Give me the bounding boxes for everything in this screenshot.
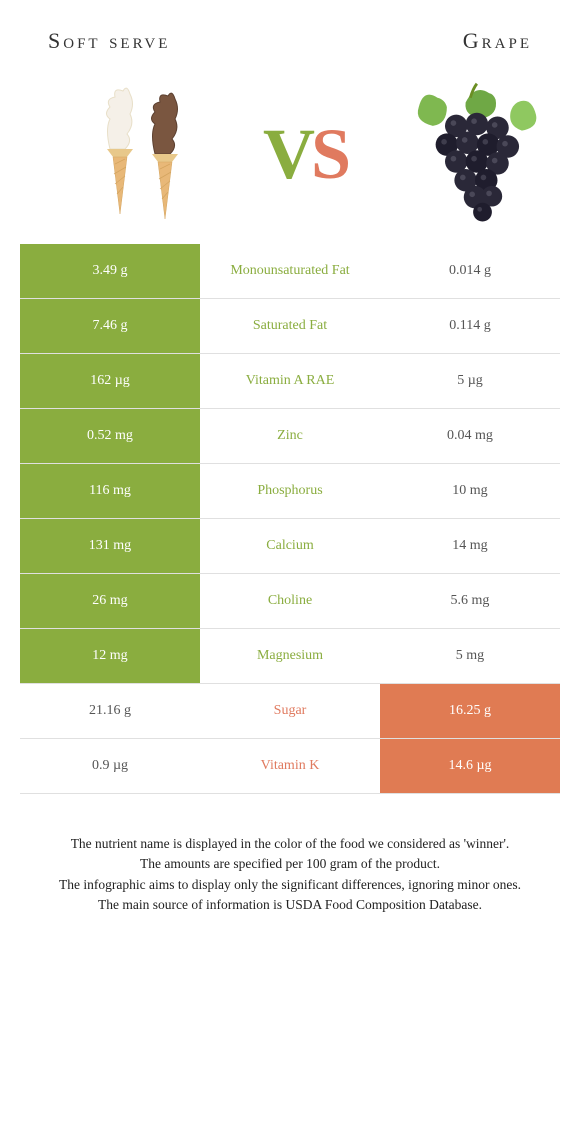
value-right: 5 µg: [380, 354, 560, 408]
footer-line: The amounts are specified per 100 gram o…: [30, 854, 550, 874]
vs-label: VS: [263, 113, 347, 196]
table-row: 21.16 gSugar16.25 g: [20, 684, 560, 739]
value-left: 21.16 g: [20, 684, 200, 738]
value-right: 0.114 g: [380, 299, 560, 353]
value-right: 5.6 mg: [380, 574, 560, 628]
nutrient-name: Saturated Fat: [200, 299, 380, 353]
value-right: 10 mg: [380, 464, 560, 518]
value-left: 12 mg: [20, 629, 200, 683]
footer-notes: The nutrient name is displayed in the co…: [0, 794, 580, 915]
value-left: 162 µg: [20, 354, 200, 408]
nutrient-name: Vitamin K: [200, 739, 380, 793]
value-left: 7.46 g: [20, 299, 200, 353]
title-right: Grape: [463, 28, 532, 54]
table-row: 162 µgVitamin A RAE5 µg: [20, 354, 560, 409]
nutrient-name: Sugar: [200, 684, 380, 738]
vs-s: S: [311, 114, 347, 194]
value-right: 14.6 µg: [380, 739, 560, 793]
table-row: 131 mgCalcium14 mg: [20, 519, 560, 574]
header: Soft serve Grape: [0, 0, 580, 64]
value-right: 0.014 g: [380, 244, 560, 298]
nutrient-name: Calcium: [200, 519, 380, 573]
value-left: 131 mg: [20, 519, 200, 573]
nutrient-name: Phosphorus: [200, 464, 380, 518]
table-row: 116 mgPhosphorus10 mg: [20, 464, 560, 519]
table-row: 0.52 mgZinc0.04 mg: [20, 409, 560, 464]
value-right: 16.25 g: [380, 684, 560, 738]
table-row: 12 mgMagnesium5 mg: [20, 629, 560, 684]
table-row: 26 mgCholine5.6 mg: [20, 574, 560, 629]
vs-v: V: [263, 114, 311, 194]
footer-line: The nutrient name is displayed in the co…: [30, 834, 550, 854]
value-left: 116 mg: [20, 464, 200, 518]
title-left: Soft serve: [48, 28, 170, 54]
grape-icon: [400, 79, 550, 229]
value-left: 0.52 mg: [20, 409, 200, 463]
table-row: 0.9 µgVitamin K14.6 µg: [20, 739, 560, 794]
value-left: 3.49 g: [20, 244, 200, 298]
value-left: 0.9 µg: [20, 739, 200, 793]
table-row: 7.46 gSaturated Fat0.114 g: [20, 299, 560, 354]
nutrient-name: Choline: [200, 574, 380, 628]
value-right: 5 mg: [380, 629, 560, 683]
table-row: 3.49 gMonounsaturated Fat0.014 g: [20, 244, 560, 299]
nutrient-name: Vitamin A RAE: [200, 354, 380, 408]
images-row: VS: [0, 64, 580, 244]
footer-line: The main source of information is USDA F…: [30, 895, 550, 915]
value-left: 26 mg: [20, 574, 200, 628]
nutrient-name: Monounsaturated Fat: [200, 244, 380, 298]
value-right: 14 mg: [380, 519, 560, 573]
nutrient-name: Zinc: [200, 409, 380, 463]
soft-serve-icon: [60, 79, 210, 229]
comparison-table: 3.49 gMonounsaturated Fat0.014 g7.46 gSa…: [0, 244, 580, 794]
value-right: 0.04 mg: [380, 409, 560, 463]
footer-line: The infographic aims to display only the…: [30, 875, 550, 895]
nutrient-name: Magnesium: [200, 629, 380, 683]
